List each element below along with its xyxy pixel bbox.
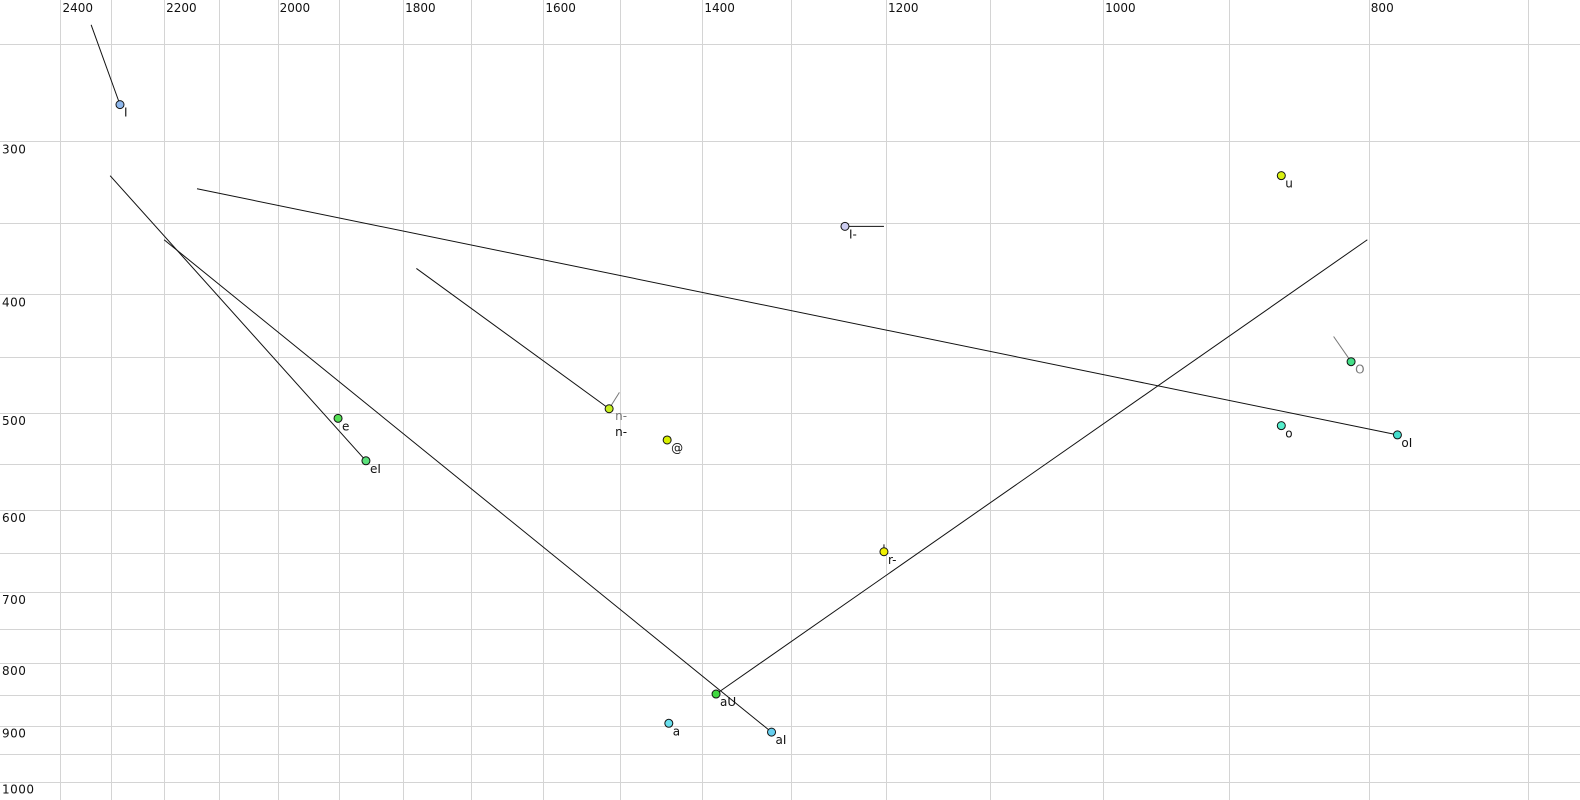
y-tick-label: 1000 [2, 783, 35, 797]
point-label: u [1285, 177, 1293, 191]
trajectory-line [416, 268, 610, 410]
data-points: Ie eI n-n- @ a aU aI r- I-u Oo oI [115, 100, 1412, 747]
point-label: oI [1401, 436, 1412, 450]
x-tick-label: 1000 [1105, 1, 1136, 15]
data-point [662, 435, 672, 445]
data-point [1346, 357, 1356, 367]
x-tick-label: 1600 [545, 1, 576, 15]
data-point [1276, 421, 1286, 431]
point-label-gray: n- [615, 409, 627, 423]
point-label: eI [370, 462, 381, 476]
point-label: I [124, 106, 128, 120]
x-tick-label: 1800 [405, 1, 436, 15]
y-tick-label: 300 [2, 142, 26, 156]
x-tick-label: 800 [1371, 1, 1394, 15]
data-point [333, 413, 343, 423]
x-tick-label: 1400 [704, 1, 735, 15]
trajectory-line [109, 175, 367, 462]
axis-ticks: 2400 2200 2000 1800 1600 1400 1200 1000 800 300 40… [2, 1, 1394, 797]
point-label: aU [720, 695, 736, 709]
y-tick-label: 400 [2, 295, 26, 309]
x-tick-label: 1200 [888, 1, 919, 15]
data-point [361, 456, 371, 466]
point-label: O [1355, 363, 1364, 377]
data-point [604, 404, 614, 414]
point-label: e [342, 419, 349, 433]
y-tick-label: 700 [2, 593, 26, 607]
y-tick-label: 800 [2, 664, 26, 678]
trajectory-line [196, 188, 1398, 436]
data-point [711, 689, 721, 699]
y-tick-label: 500 [2, 414, 26, 428]
data-point [840, 221, 850, 231]
data-point [1276, 171, 1286, 181]
point-label: n- [615, 425, 627, 439]
x-tick-label: 2400 [62, 1, 93, 15]
y-tick-label: 600 [2, 511, 26, 525]
point-label: a [673, 724, 680, 738]
trajectory-line-gray [1333, 336, 1352, 362]
point-label: @ [671, 441, 683, 455]
point-label: I- [849, 227, 857, 241]
data-point [879, 547, 889, 557]
data-point [664, 718, 674, 728]
data-point [767, 727, 777, 737]
trajectories [90, 24, 1398, 733]
trajectory-line [163, 239, 772, 733]
x-tick-label: 2000 [280, 1, 311, 15]
x-tick-label: 2200 [166, 1, 197, 15]
trajectory-line [715, 239, 1368, 695]
point-label: o [1285, 427, 1292, 441]
data-point [1392, 430, 1402, 440]
trajectory-line [90, 24, 121, 105]
data-point [115, 100, 125, 110]
point-label: aI [776, 733, 787, 747]
y-tick-label: 900 [2, 727, 26, 741]
point-label: r- [888, 553, 897, 567]
